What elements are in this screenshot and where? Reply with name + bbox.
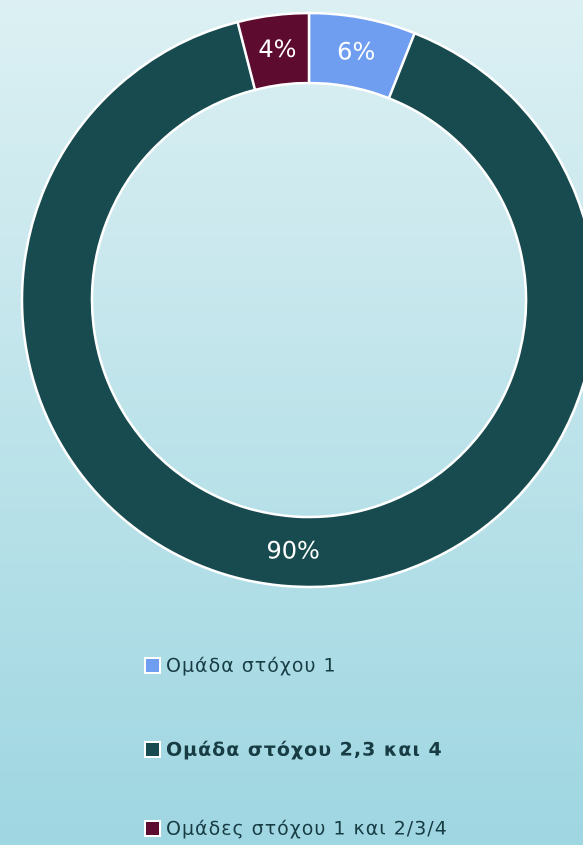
legend-label: Ομάδες στόχου 1 και 2/3/4 (166, 818, 448, 840)
donut-segment (20, 20, 583, 589)
donut-segment (236, 11, 311, 92)
legend-swatch (144, 657, 161, 674)
data-label: 4% (258, 35, 296, 63)
data-label: 90% (267, 537, 320, 565)
legend-label: Ομάδα στόχου 1 (166, 655, 337, 677)
legend-swatch (144, 820, 161, 837)
data-label: 6% (337, 37, 375, 65)
legend-label: Ομάδα στόχου 2,3 και 4 (166, 739, 443, 761)
legend-swatch (144, 741, 161, 758)
